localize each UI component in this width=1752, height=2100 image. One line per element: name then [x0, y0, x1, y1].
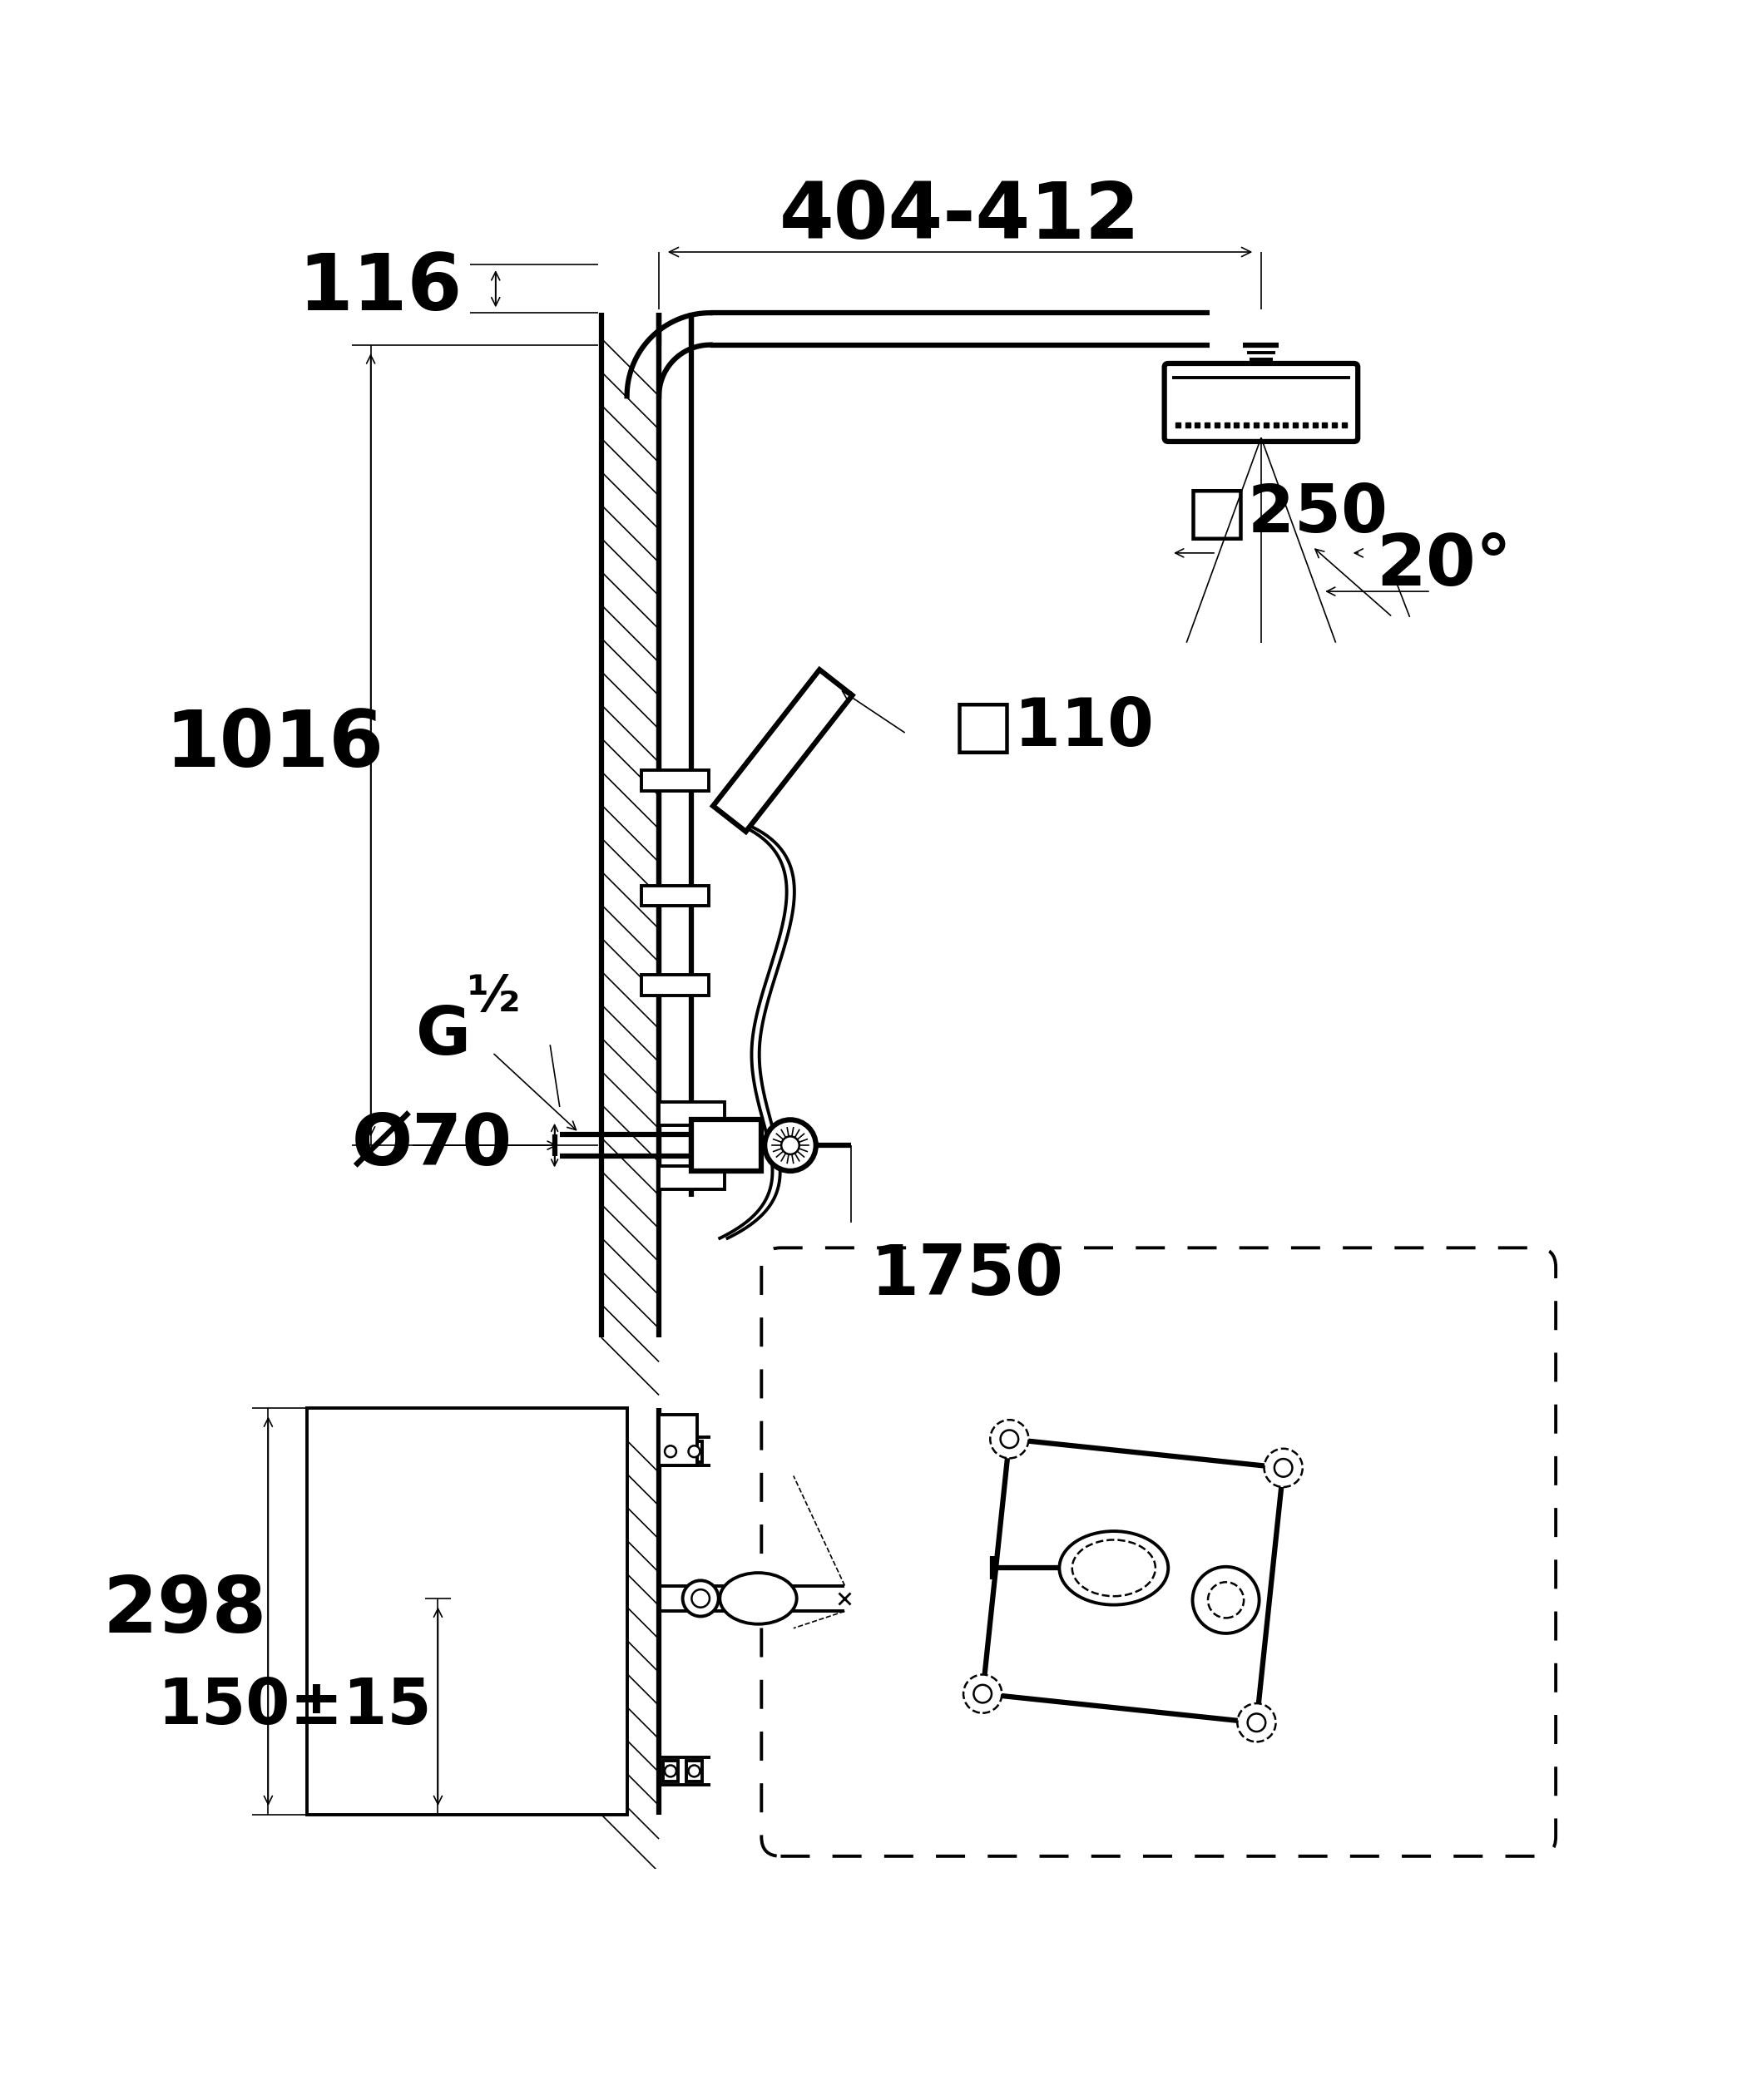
Text: 404-412: 404-412 — [780, 179, 1141, 254]
Text: Ø70: Ø70 — [352, 1111, 512, 1180]
Text: ½: ½ — [466, 972, 520, 1023]
Circle shape — [1193, 1567, 1260, 1634]
FancyBboxPatch shape — [1165, 363, 1358, 441]
Text: G: G — [415, 1004, 471, 1069]
Bar — [641, 974, 710, 995]
Circle shape — [1274, 1459, 1293, 1476]
Ellipse shape — [720, 1573, 797, 1623]
Circle shape — [974, 1684, 992, 1703]
Ellipse shape — [1060, 1531, 1169, 1604]
Circle shape — [1247, 1714, 1265, 1732]
Bar — [687, 1760, 703, 1781]
Circle shape — [964, 1674, 1002, 1714]
Text: 150±15: 150±15 — [158, 1676, 431, 1737]
Text: 20°: 20° — [1375, 531, 1512, 601]
Circle shape — [1237, 1703, 1275, 1741]
Circle shape — [664, 1766, 676, 1777]
Circle shape — [689, 1445, 701, 1457]
Bar — [659, 1413, 697, 1466]
Bar — [659, 1166, 724, 1189]
Bar — [641, 771, 710, 790]
Circle shape — [689, 1766, 701, 1777]
Text: 298: 298 — [103, 1573, 266, 1648]
Text: □250: □250 — [1186, 481, 1388, 546]
Circle shape — [1265, 1449, 1302, 1487]
Bar — [690, 1119, 762, 1172]
Text: 1750: 1750 — [871, 1241, 1063, 1308]
Text: □110: □110 — [951, 695, 1155, 760]
Circle shape — [1207, 1581, 1244, 1617]
Text: 116: 116 — [298, 250, 463, 328]
Circle shape — [781, 1136, 799, 1155]
Circle shape — [764, 1119, 816, 1172]
Bar — [662, 1441, 678, 1462]
Polygon shape — [713, 670, 851, 832]
Bar — [307, 1407, 627, 1814]
Circle shape — [664, 1445, 676, 1457]
Circle shape — [692, 1590, 710, 1606]
Bar — [641, 886, 710, 905]
Circle shape — [683, 1581, 718, 1617]
Polygon shape — [983, 1439, 1284, 1722]
Bar — [662, 1760, 678, 1781]
Circle shape — [990, 1420, 1028, 1457]
Bar — [687, 1441, 703, 1462]
Circle shape — [1000, 1430, 1018, 1449]
Bar — [659, 1102, 724, 1126]
Ellipse shape — [1072, 1539, 1155, 1596]
Text: 1016: 1016 — [165, 708, 384, 783]
